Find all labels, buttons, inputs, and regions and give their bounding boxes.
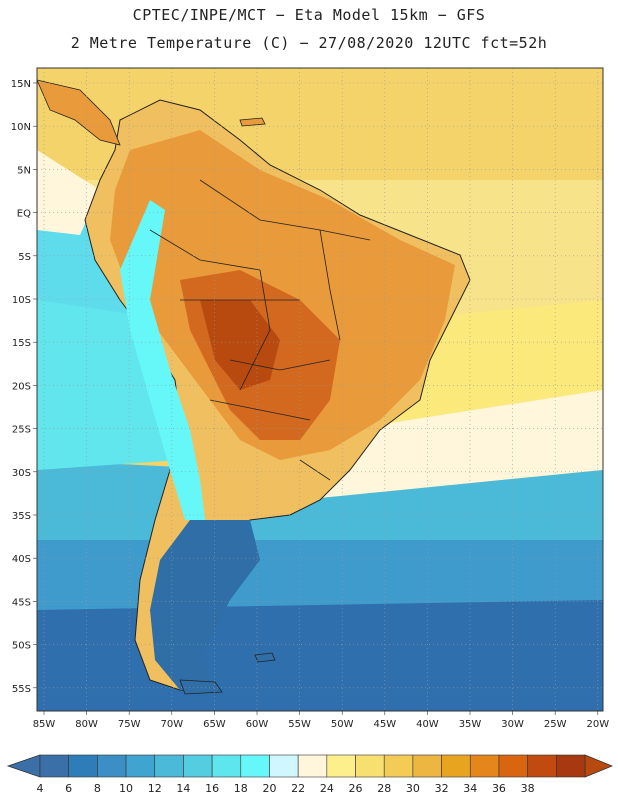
- lat-label: 15S: [12, 338, 31, 349]
- lon-label: 75W: [118, 719, 141, 730]
- lat-label: 5N: [17, 165, 31, 176]
- colorbar-swatch: [240, 754, 270, 778]
- ocean-cold-band: [37, 540, 603, 610]
- lon-label: 60W: [246, 719, 269, 730]
- colorbar-swatch: [68, 754, 98, 778]
- lon-label: 80W: [75, 719, 98, 730]
- colorbar-swatch: [97, 754, 127, 778]
- caribbean-island: [239, 117, 266, 127]
- colorbar-tick-label: 38: [521, 782, 535, 795]
- colorbar-swatch: [469, 754, 500, 778]
- colorbar-swatch: [527, 754, 557, 778]
- colorbar-swatch: [441, 754, 471, 778]
- lon-label: 85W: [33, 719, 56, 730]
- lon-label: 20W: [586, 719, 609, 730]
- colorbar-tick-label: 22: [291, 782, 305, 795]
- colorbar-swatch: [39, 754, 69, 778]
- lat-label: 50S: [12, 641, 31, 652]
- colorbar-swatch: [326, 754, 356, 778]
- lat-label: 40S: [12, 554, 31, 565]
- lon-label: 30W: [501, 719, 524, 730]
- lon-label: 65W: [203, 719, 226, 730]
- colorbar-tick-label: 36: [492, 782, 506, 795]
- lon-label: 35W: [459, 719, 482, 730]
- central-america-land: [37, 79, 121, 146]
- colorbar-tick-label: 18: [234, 782, 248, 795]
- ocean-pacific-north: [37, 150, 100, 235]
- lat-label: 30S: [12, 468, 31, 479]
- colorbar-tick-label: 24: [320, 782, 334, 795]
- lat-label: 10N: [11, 122, 31, 133]
- lat-label: 20S: [12, 381, 31, 392]
- lat-label: 55S: [12, 684, 31, 695]
- country-borders: [149, 179, 371, 481]
- colorbar-tick-label: 6: [65, 782, 72, 795]
- colorbar-swatch: [269, 754, 299, 778]
- title-line-1: CPTEC/INPE/MCT − Eta Model 15km − GFS: [132, 6, 486, 24]
- lat-label: 5S: [18, 252, 31, 263]
- lat-label: 35S: [12, 511, 31, 522]
- lat-label: EQ: [17, 209, 31, 220]
- lon-label: 45W: [373, 719, 396, 730]
- colorbar-tick-label: 10: [119, 782, 133, 795]
- colorbar-tick-label: 28: [377, 782, 391, 795]
- colorbar-swatch: [383, 754, 414, 778]
- colorbar-tick-label: 20: [262, 782, 276, 795]
- colorbar-over-arrow: [584, 754, 614, 778]
- colorbar-tick-label: 30: [406, 782, 420, 795]
- colorbar-tick-label: 12: [148, 782, 162, 795]
- colorbar-tick-label: 8: [94, 782, 101, 795]
- colorbar-swatch: [154, 754, 184, 778]
- latitude-labels: 15N 10N 5N EQ 5S 10S 15S 20S 25S 30S 35S 40S 45S 50S 5…: [11, 79, 31, 695]
- colorbar-swatch: [125, 754, 156, 778]
- longitude-labels: 85W 80W 75W 70W 65W 60W 55W 50W 45W 40W 35W 30W 25W 2…: [33, 719, 610, 730]
- colorbar-swatch: [355, 754, 385, 778]
- colorbar-swatch: [183, 754, 213, 778]
- colorbar-swatch: [498, 754, 528, 778]
- lat-label: 25S: [12, 425, 31, 436]
- patagonia-cold: [150, 520, 260, 690]
- map-frame: [36, 67, 604, 712]
- falkland-islands: [254, 652, 276, 663]
- colorbar-tick-label: 16: [205, 782, 219, 795]
- colorbar-swatch: [297, 754, 328, 778]
- colorbar-tick-label: 26: [349, 782, 363, 795]
- lon-label: 50W: [331, 719, 354, 730]
- colorbar-swatch: [412, 754, 442, 778]
- colorbar: 4 6 8 10 12 14 16 18 20 22 24 26 28 30 32 34 36 38: [6, 754, 614, 795]
- colorbar-swatch: [211, 754, 242, 778]
- colorbar-tick-label: 14: [176, 782, 190, 795]
- lon-label: 25W: [544, 719, 567, 730]
- title-line-2: 2 Metre Temperature (C) − 27/08/2020 12U…: [70, 34, 548, 52]
- lon-label: 70W: [160, 719, 183, 730]
- lon-label: 40W: [416, 719, 439, 730]
- land-hottest-core: [200, 300, 280, 390]
- lat-label: 10S: [12, 295, 31, 306]
- colorbar-under-arrow: [6, 754, 41, 778]
- andes-cold-strip: [120, 200, 205, 520]
- lon-label: 55W: [288, 719, 311, 730]
- tierra-del-fuego: [179, 679, 223, 695]
- lat-label: 15N: [11, 79, 31, 90]
- colorbar-tick-label: 34: [463, 782, 477, 795]
- colorbar-tick-label: 32: [435, 782, 449, 795]
- graticule: [33, 68, 603, 715]
- ocean-deep-band: [37, 600, 603, 711]
- lat-label: 45S: [12, 597, 31, 608]
- colorbar-tick-label: 4: [37, 782, 44, 795]
- colorbar-swatch: [556, 754, 586, 778]
